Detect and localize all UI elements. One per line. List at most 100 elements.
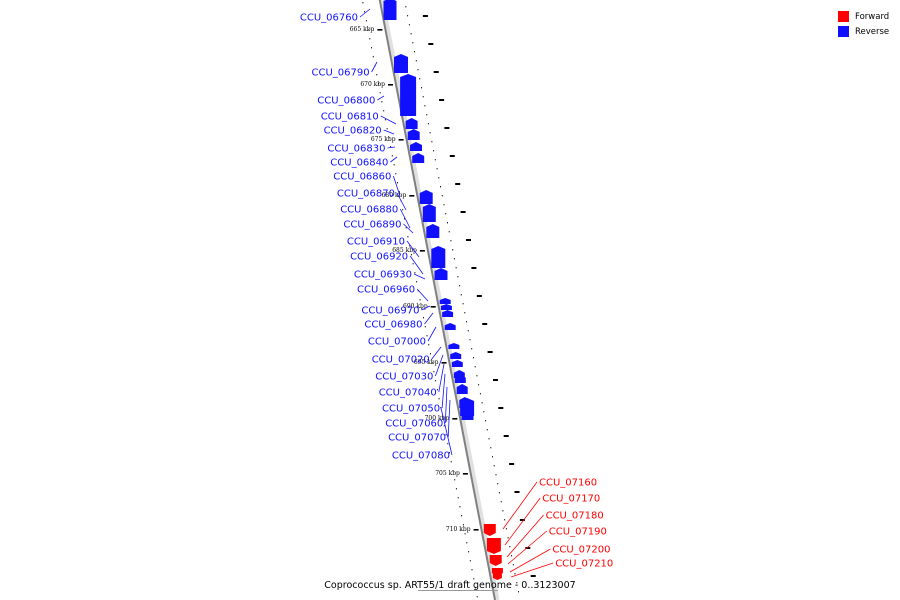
minor-tick	[497, 483, 499, 485]
minor-tick	[430, 353, 431, 355]
reverse-gene-leader	[421, 305, 431, 311]
reverse-gene-leader	[377, 95, 385, 101]
forward-gene-leader	[502, 481, 538, 530]
reverse-gene-block	[431, 246, 446, 268]
reverse-gene-label[interactable]: CCU_06910	[347, 237, 405, 248]
minor-tick	[475, 587, 476, 589]
reverse-gene-label[interactable]: CCU_06820	[324, 126, 382, 137]
minor-tick	[409, 245, 411, 247]
reverse-gene-block	[419, 190, 433, 204]
minor-tick	[518, 591, 519, 593]
minor-tick	[441, 195, 443, 197]
reverse-gene-block	[426, 224, 440, 238]
major-tick	[487, 351, 493, 353]
reverse-gene-label[interactable]: CCU_06760	[300, 13, 358, 24]
minor-tick	[440, 407, 442, 409]
gene-labels: CCU_06760 CCU_06790 CCU_06800 CCU_06810 CCU_…	[300, 13, 613, 570]
minor-tick	[419, 78, 421, 80]
minor-tick	[436, 168, 438, 170]
minor-tick	[455, 267, 457, 269]
minor-tick	[500, 501, 502, 503]
reverse-gene-label[interactable]: CCU_06930	[354, 270, 412, 281]
minor-tick	[504, 519, 506, 521]
reverse-gene-leader	[371, 61, 378, 73]
minor-tick	[428, 344, 430, 346]
forward-gene-block	[492, 574, 502, 580]
kbp-tick-mark	[388, 84, 393, 86]
reverse-gene-label[interactable]: CCU_06840	[330, 158, 388, 169]
minor-tick	[461, 515, 463, 517]
minor-tick	[457, 276, 459, 278]
reverse-gene-leader	[447, 399, 451, 438]
reverse-gene-block	[405, 118, 418, 129]
reverse-gene-label[interactable]: CCU_06870	[337, 189, 395, 200]
major-tick	[422, 15, 428, 17]
minor-tick	[450, 461, 452, 463]
reverse-gene-block	[412, 153, 425, 163]
reverse-gene-label[interactable]: CCU_06860	[333, 172, 391, 183]
minor-tick	[450, 240, 452, 242]
forward-gene-label[interactable]: CCU_07170	[542, 494, 600, 505]
minor-tick	[408, 24, 410, 26]
kbp-scale-labels: 665 kbp 670 kbp 675 kbp 680 kbp 685 kbp 690 k…	[350, 26, 479, 533]
major-tick	[498, 407, 504, 409]
reverse-gene-block	[442, 310, 454, 317]
reverse-gene-label[interactable]: CCU_07040	[379, 388, 437, 399]
minor-tick	[379, 92, 381, 94]
major-tick	[519, 519, 525, 521]
minor-tick	[471, 348, 473, 350]
minor-tick	[452, 249, 454, 251]
reverse-gene-label[interactable]: CCU_07050	[382, 404, 440, 415]
reverse-gene-label[interactable]: CCU_07000	[368, 337, 426, 348]
minor-tick	[424, 326, 426, 328]
reverse-gene-label[interactable]: CCU_07060	[385, 419, 443, 430]
reverse-gene-block	[422, 204, 436, 222]
minor-tick	[416, 281, 418, 283]
reverse-gene-label[interactable]: CCU_06810	[321, 112, 379, 123]
minor-tick	[505, 528, 507, 530]
forward-gene-label[interactable]: CCU_07190	[549, 527, 607, 538]
minor-tick	[507, 537, 509, 539]
minor-tick	[436, 389, 438, 391]
forward-gene-label[interactable]: CCU_07200	[552, 545, 610, 556]
reverse-gene-leader	[440, 407, 453, 456]
minor-tick	[442, 416, 444, 418]
reverse-gene-block	[451, 360, 463, 367]
minor-tick	[417, 69, 419, 71]
reverse-gene-label[interactable]: CCU_06980	[364, 320, 422, 331]
minor-tick-track-right	[405, 6, 519, 593]
reverse-gene-block	[400, 74, 417, 116]
minor-tick	[364, 11, 366, 13]
minor-tick	[438, 177, 440, 179]
reverse-gene-leader	[359, 8, 371, 18]
reverse-gene-label[interactable]: CCU_07080	[392, 451, 450, 462]
minor-tick	[440, 186, 441, 188]
kbp-tick-label: 680 kbp	[382, 192, 407, 199]
reverse-gene-label[interactable]: CCU_06920	[350, 252, 408, 263]
reverse-gene-label[interactable]: CCU_07020	[372, 355, 430, 366]
minor-tick	[412, 263, 414, 265]
minor-tick	[421, 308, 423, 310]
reverse-gene-label[interactable]: CCU_07070	[388, 433, 446, 444]
reverse-gene-label[interactable]: CCU_06790	[311, 68, 369, 79]
reverse-gene-label[interactable]: CCU_06800	[317, 96, 375, 107]
reverse-gene-label[interactable]: CCU_06830	[327, 144, 385, 155]
reverse-gene-label[interactable]: CCU_06880	[340, 205, 398, 216]
major-tick	[509, 463, 515, 465]
reverse-gene-label[interactable]: CCU_07030	[375, 372, 433, 383]
forward-gene-label[interactable]: CCU_07180	[546, 511, 604, 522]
reverse-gene-label[interactable]: CCU_06890	[343, 220, 401, 231]
reverse-gene-leader	[431, 346, 442, 360]
reverse-gene-label[interactable]: CCU_06970	[361, 306, 419, 317]
minor-tick	[414, 51, 415, 53]
forward-gene-label[interactable]: CCU_07160	[539, 478, 597, 489]
minor-tick	[483, 411, 485, 413]
minor-tick	[512, 564, 514, 566]
forward-gene-label[interactable]: CCU_07210	[555, 559, 613, 570]
minor-tick	[372, 56, 374, 58]
legend-reverse: Reverse	[838, 24, 889, 39]
legend-forward-label: Forward	[855, 11, 890, 22]
minor-tick	[423, 317, 424, 319]
minor-tick	[410, 33, 412, 35]
reverse-gene-label[interactable]: CCU_06960	[357, 285, 415, 296]
